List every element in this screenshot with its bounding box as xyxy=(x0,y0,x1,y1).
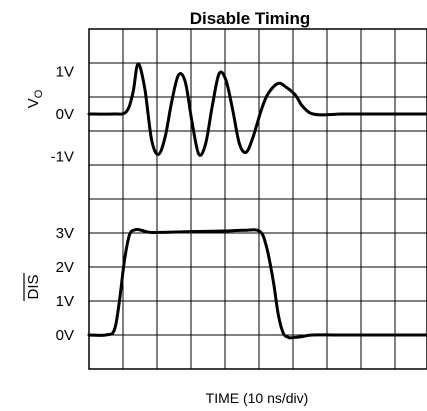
y-tick-label: 1V xyxy=(56,64,74,81)
y-tick-label: 2V xyxy=(56,259,74,276)
dis-axis-title: DIS xyxy=(23,273,42,301)
chart-title: Disable Timing xyxy=(190,9,311,28)
y-tick-label: 3V xyxy=(56,225,74,242)
y-tick-label: 0V xyxy=(56,327,74,344)
y-tick-labels: 1V 0V -1V 3V 2V 1V 0V xyxy=(51,64,74,345)
plot-frame xyxy=(88,28,427,370)
dis-axis-label: DIS xyxy=(25,274,42,299)
vo-axis-title: VO xyxy=(25,89,45,108)
x-axis-label: TIME (10 ns/div) xyxy=(206,390,309,406)
vo-axis-label: V xyxy=(25,98,42,108)
vo-axis-subscript: O xyxy=(33,89,45,98)
svg-text:VO: VO xyxy=(25,89,45,108)
y-tick-label: -1V xyxy=(51,149,74,166)
chart-grid xyxy=(89,29,427,369)
y-tick-label: 1V xyxy=(56,293,74,310)
y-tick-label: 0V xyxy=(56,106,74,123)
dis-waveform-line xyxy=(87,227,427,340)
waveform-traces xyxy=(87,62,427,340)
vo-waveform-line xyxy=(87,62,427,157)
